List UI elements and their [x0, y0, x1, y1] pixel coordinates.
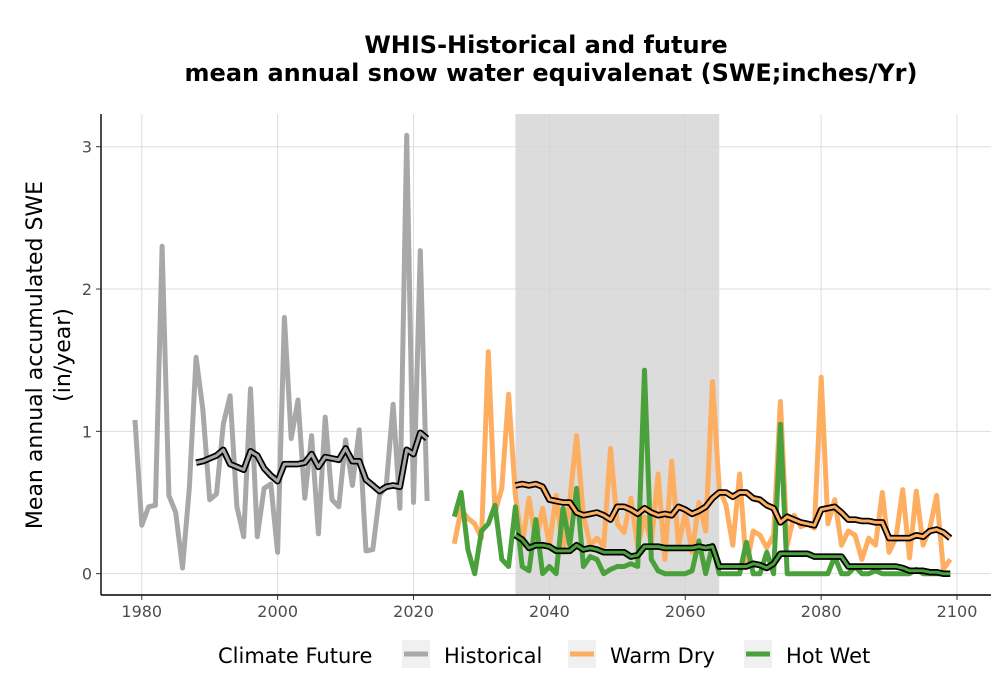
y-axis-title-line-2: (in/year) [51, 308, 76, 402]
y-axis-ticks: 0 1 2 3 [82, 138, 101, 584]
smoothed-line-historical [195, 431, 429, 493]
smoothed-line-hot-wet [514, 533, 951, 576]
series-lines [132, 132, 953, 577]
axes [100, 114, 991, 596]
series-line-historical [132, 132, 430, 571]
y-tick-label-0: 0 [82, 565, 92, 584]
x-tick-label-1980: 1980 [121, 602, 162, 621]
chart-title-line-1: WHIS-Historical and future [364, 31, 727, 59]
chart-title-line-2: mean annual snow water equivalenat (SWE;… [185, 59, 918, 87]
y-tick-label-2: 2 [82, 280, 92, 299]
x-tick-label-2020: 2020 [393, 602, 434, 621]
smoothed-line-warm-dry [515, 482, 952, 540]
x-tick-label-2040: 2040 [529, 602, 570, 621]
legend: Climate Future Historical Warm Dry Hot Wet [218, 640, 870, 668]
x-tick-label-2100: 2100 [937, 602, 978, 621]
legend-title: Climate Future [218, 644, 372, 668]
series-line-hot-wet [451, 367, 951, 577]
legend-label-hot-wet: Hot Wet [786, 644, 870, 668]
legend-label-historical: Historical [444, 644, 542, 668]
legend-label-warm-dry: Warm Dry [610, 644, 715, 668]
x-axis-ticks: 1980 2000 2020 2040 2060 2080 2100 [121, 595, 977, 621]
y-axis-title-line-1: Mean annual accumulated SWE [23, 181, 48, 529]
x-tick-label-2000: 2000 [257, 602, 298, 621]
x-tick-label-2080: 2080 [801, 602, 842, 621]
y-tick-label-3: 3 [82, 138, 92, 157]
smoothed-lines [195, 429, 953, 577]
y-tick-label-1: 1 [82, 422, 92, 441]
x-tick-label-2060: 2060 [665, 602, 706, 621]
